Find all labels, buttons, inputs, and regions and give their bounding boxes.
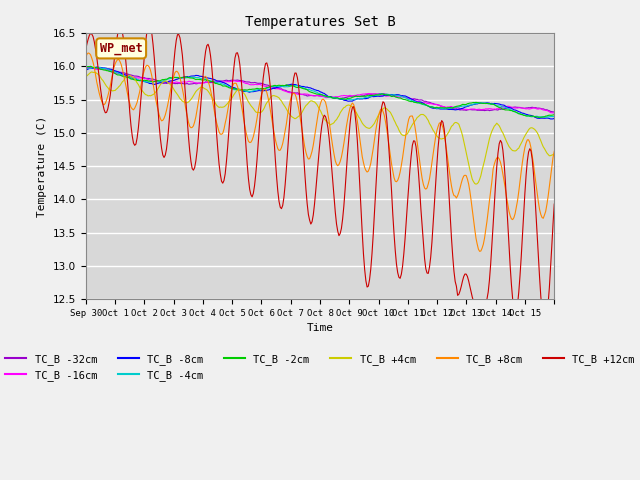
Legend: TC_B -32cm, TC_B -16cm, TC_B -8cm, TC_B -4cm, TC_B -2cm, TC_B +4cm, TC_B +8cm, T: TC_B -32cm, TC_B -16cm, TC_B -8cm, TC_B … xyxy=(1,349,639,385)
Y-axis label: Temperature (C): Temperature (C) xyxy=(37,116,47,216)
Title: Temperatures Set B: Temperatures Set B xyxy=(244,15,396,29)
Text: WP_met: WP_met xyxy=(100,42,143,55)
X-axis label: Time: Time xyxy=(307,324,333,334)
